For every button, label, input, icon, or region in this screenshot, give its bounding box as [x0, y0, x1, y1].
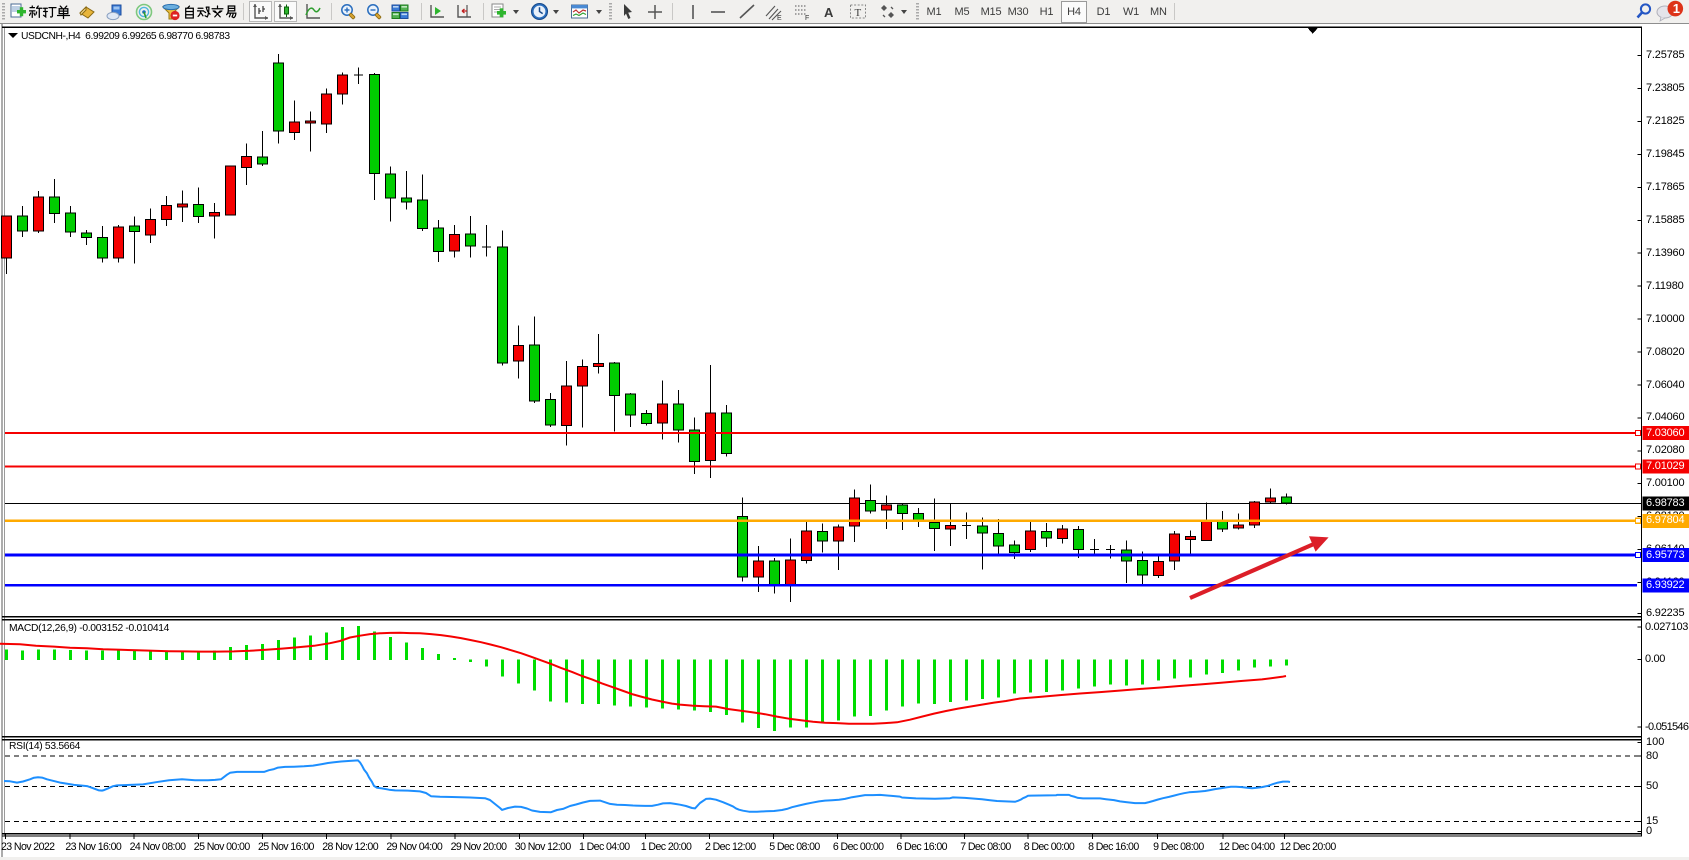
svg-text:E: E: [777, 15, 782, 21]
svg-text:F: F: [805, 15, 809, 21]
svg-text:T: T: [855, 7, 862, 19]
svg-text:1: 1: [1673, 1, 1680, 16]
